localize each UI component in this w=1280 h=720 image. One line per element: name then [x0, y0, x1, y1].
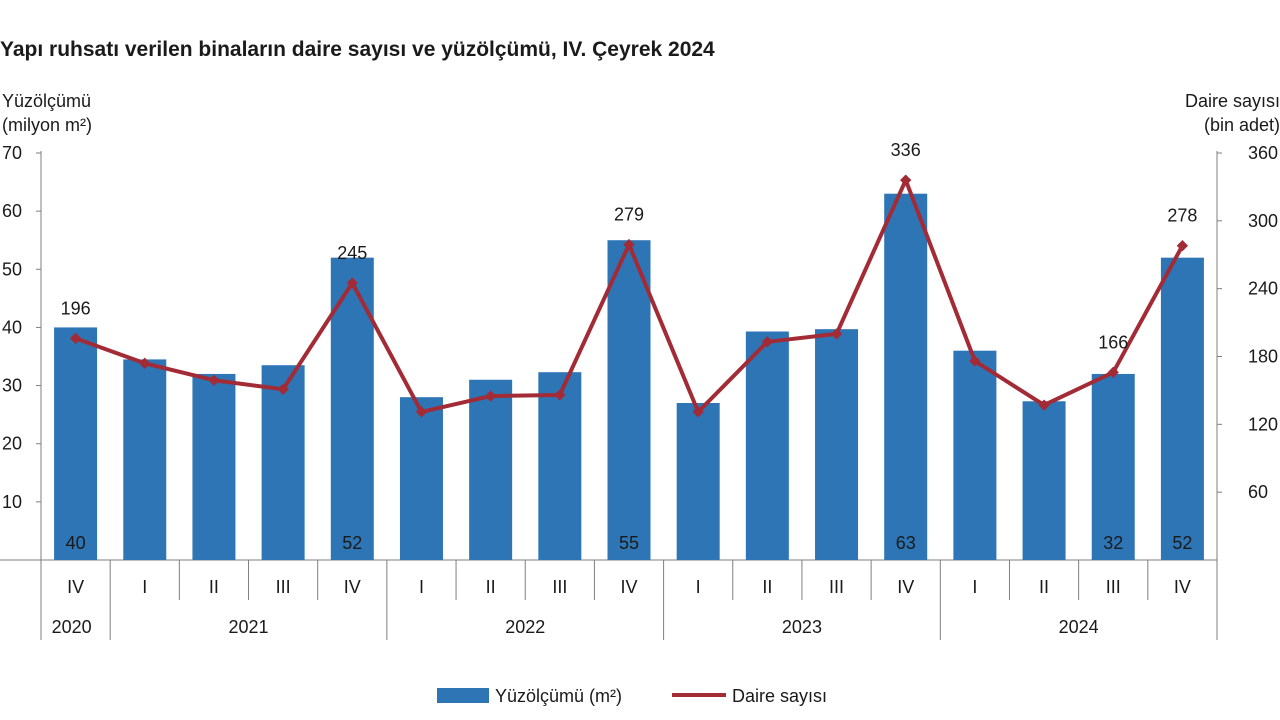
bar-value-label: 52: [1172, 533, 1192, 553]
quarter-label: II: [209, 577, 219, 597]
right-tick-label: 180: [1248, 347, 1278, 367]
legend-bar-label: Yüzölçümü (m²): [495, 686, 622, 706]
line-value-label: 278: [1167, 206, 1197, 226]
quarter-label: I: [142, 577, 147, 597]
quarter-label: III: [276, 577, 291, 597]
quarter-label: III: [1106, 577, 1121, 597]
dwelling-count-point: [623, 238, 635, 251]
area-bar: [469, 379, 513, 560]
quarter-label: II: [486, 577, 496, 597]
quarter-label: IV: [897, 577, 914, 597]
dwelling-count-point: [208, 374, 220, 386]
bar-value-label: 32: [1103, 533, 1123, 553]
area-bar: [538, 372, 582, 560]
left-tick-label: 10: [2, 492, 22, 512]
quarter-label: II: [762, 577, 772, 597]
year-label: 2022: [505, 617, 545, 637]
left-tick-label: 70: [2, 143, 22, 163]
year-label: 2021: [229, 617, 269, 637]
bar-value-label: 40: [66, 533, 86, 553]
dwelling-count-point: [139, 357, 151, 369]
line-value-label: 166: [1098, 332, 1128, 352]
right-tick-label: 300: [1248, 211, 1278, 231]
left-axis-label-line1: Yüzölçümü: [2, 91, 92, 111]
quarter-label: III: [829, 577, 844, 597]
area-bar: [399, 397, 443, 560]
area-bar: [607, 240, 651, 560]
quarter-label: I: [972, 577, 977, 597]
dwelling-count-point: [969, 355, 981, 367]
area-bar: [1022, 401, 1066, 560]
dwelling-count-point: [277, 383, 289, 395]
dwelling-count-point: [1107, 366, 1119, 378]
right-tick-label: 120: [1248, 414, 1278, 434]
right-tick-label: 60: [1248, 482, 1268, 502]
line-value-label: 245: [337, 243, 367, 263]
line-value-label: 279: [614, 205, 644, 225]
dwelling-count-point: [761, 336, 774, 348]
left-tick-label: 20: [2, 434, 22, 454]
legend-bar-swatch: [437, 688, 489, 703]
area-bar: [884, 193, 928, 560]
bar-value-label: 63: [896, 533, 916, 553]
left-tick-label: 50: [2, 259, 22, 279]
line-value-label: 336: [891, 140, 921, 160]
quarter-label: IV: [67, 577, 84, 597]
area-bar: [123, 359, 167, 560]
dwelling-count-point: [900, 174, 912, 186]
area-bar: [676, 403, 720, 560]
quarter-label: I: [696, 577, 701, 597]
quarter-label: II: [1039, 577, 1049, 597]
area-bar: [192, 373, 236, 560]
dwelling-count-point: [830, 328, 843, 340]
year-label: 2023: [782, 617, 822, 637]
area-bar: [54, 327, 98, 560]
area-bar: [745, 331, 789, 560]
area-bar: [815, 329, 859, 560]
dwelling-count-point: [1038, 399, 1050, 411]
quarter-label: IV: [344, 577, 361, 597]
left-tick-label: 40: [2, 317, 22, 337]
bar-value-label: 55: [619, 533, 639, 553]
dwelling-count-point: [346, 277, 358, 289]
area-bar: [953, 350, 997, 560]
right-axis-label-line1: Daire sayısı: [1184, 91, 1280, 111]
line-value-label: 196: [61, 298, 91, 318]
chart-title: Yapı ruhsatı verilen binaların daire say…: [0, 38, 715, 61]
bar-value-label: 52: [342, 533, 362, 553]
left-axis-label: Yüzölçümü (milyon m²): [2, 89, 92, 137]
left-tick-label: 30: [2, 376, 22, 396]
quarter-label: I: [419, 577, 424, 597]
dwelling-count-point: [484, 390, 497, 402]
year-label: 2020: [52, 617, 92, 637]
area-bar: [1091, 373, 1135, 560]
dwelling-count-point: [692, 406, 704, 418]
left-tick-label: 60: [2, 201, 22, 221]
dwelling-count-point: [554, 389, 566, 401]
right-axis-label-line2: (bin adet): [1203, 115, 1280, 135]
area-bar: [1160, 257, 1204, 560]
quarter-label: IV: [620, 577, 637, 597]
right-tick-label: 360: [1248, 143, 1278, 163]
left-axis-label-line2: (milyon m²): [2, 115, 92, 135]
right-axis-label: Daire sayısı (bin adet): [1185, 89, 1280, 137]
legend-line-label: Daire sayısı: [732, 686, 827, 706]
quarter-label: IV: [1174, 577, 1191, 597]
dwelling-count-point: [415, 406, 428, 418]
dwelling-count-point: [1176, 240, 1189, 252]
quarter-label: III: [552, 577, 567, 597]
area-bar: [261, 365, 305, 560]
right-tick-label: 240: [1248, 279, 1278, 299]
year-label: 2024: [1059, 617, 1099, 637]
